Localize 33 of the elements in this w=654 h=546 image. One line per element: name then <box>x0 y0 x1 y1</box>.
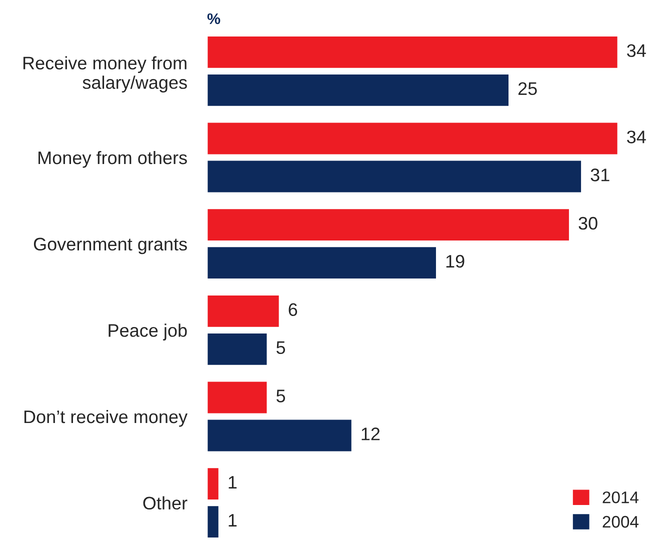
data-label: 12 <box>362 428 380 440</box>
data-label: 34 <box>627 44 646 58</box>
data-label: 31 <box>590 168 610 182</box>
data-label: 19 <box>446 254 464 268</box>
bar <box>207 332 268 366</box>
bar <box>207 121 619 156</box>
bar <box>207 294 280 328</box>
data-label: 25 <box>518 82 537 96</box>
y-tick-label: Receive money from salary/wages <box>23 56 187 92</box>
legend-label: 2004 <box>602 516 639 528</box>
y-tick-label: Other <box>143 496 188 510</box>
bar <box>207 208 570 242</box>
legend-label: 2014 <box>602 491 639 504</box>
data-label: 5 <box>276 341 286 354</box>
data-label: 34 <box>627 130 646 144</box>
bar <box>207 159 582 194</box>
data-label: 1 <box>228 476 237 489</box>
bar <box>207 466 220 501</box>
y-tick-label: Peace job <box>108 324 187 340</box>
bar <box>207 418 353 453</box>
bar <box>207 504 220 539</box>
y-tick-label: Government grants <box>34 238 187 254</box>
bar <box>207 35 619 70</box>
data-label: 5 <box>276 390 286 402</box>
y-tick-label: Money from others <box>38 150 187 168</box>
data-label: 6 <box>288 303 298 316</box>
data-label: 30 <box>578 216 598 230</box>
data-label: 1 <box>228 514 237 526</box>
bar <box>207 246 438 280</box>
bar <box>207 73 510 108</box>
y-tick-label: Don’t receive money <box>24 410 188 427</box>
text: % <box>207 13 220 24</box>
bar <box>207 380 268 415</box>
